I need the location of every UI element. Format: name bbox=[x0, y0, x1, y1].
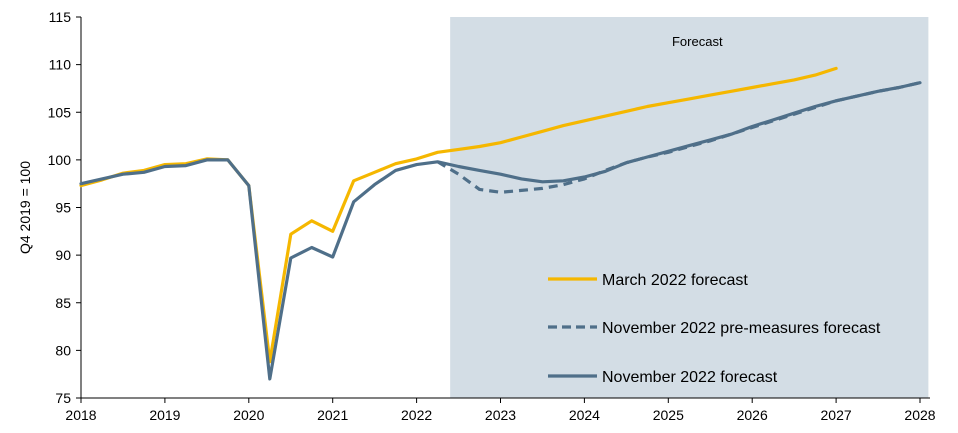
x-axis: 2018 2019 2020 2021 2022 2023 2024 2025 2026 2027… bbox=[65, 397, 936, 423]
x-tick-label-2022: 2022 bbox=[401, 407, 432, 423]
y-tick-label-105: 105 bbox=[48, 104, 72, 120]
legend-label-1: March 2022 forecast bbox=[602, 272, 748, 289]
x-tick-label-2018: 2018 bbox=[65, 407, 96, 423]
legend: March 2022 forecast November 2022 pre-mea… bbox=[548, 272, 881, 386]
y-tick-label-85: 85 bbox=[55, 295, 71, 311]
y-tick-label-95: 95 bbox=[55, 200, 71, 216]
x-tick-label-2023: 2023 bbox=[485, 407, 516, 423]
y-tick-label-90: 90 bbox=[55, 247, 71, 263]
y-tick-label-100: 100 bbox=[48, 152, 72, 168]
x-tick-label-2021: 2021 bbox=[317, 407, 348, 423]
legend-label-2: November 2022 pre-measures forecast bbox=[602, 320, 881, 337]
x-tick-label-2025: 2025 bbox=[653, 407, 684, 423]
y-tick-label-80: 80 bbox=[55, 342, 71, 358]
y-axis: 75 80 85 90 95 100 105 110 115 bbox=[48, 9, 82, 406]
y-tick-label-110: 110 bbox=[49, 57, 72, 73]
legend-label-3: November 2022 forecast bbox=[602, 369, 778, 386]
x-tick-label-2019: 2019 bbox=[149, 407, 180, 423]
x-tick-label-2028: 2028 bbox=[904, 407, 935, 423]
y-tick-label-75: 75 bbox=[55, 390, 71, 406]
y-tick-label-115: 115 bbox=[49, 9, 72, 25]
x-tick-label-2024: 2024 bbox=[569, 407, 600, 423]
series-line-3 bbox=[79, 81, 922, 381]
forecast-label: Forecast bbox=[672, 34, 723, 49]
y-axis-label: Q4 2019 = 100 bbox=[17, 161, 33, 254]
x-tick-label-2027: 2027 bbox=[821, 407, 852, 423]
series-group bbox=[79, 66, 922, 381]
x-tick-label-2020: 2020 bbox=[233, 407, 264, 423]
forecast-region bbox=[450, 17, 929, 398]
x-tick-label-2026: 2026 bbox=[737, 407, 768, 423]
